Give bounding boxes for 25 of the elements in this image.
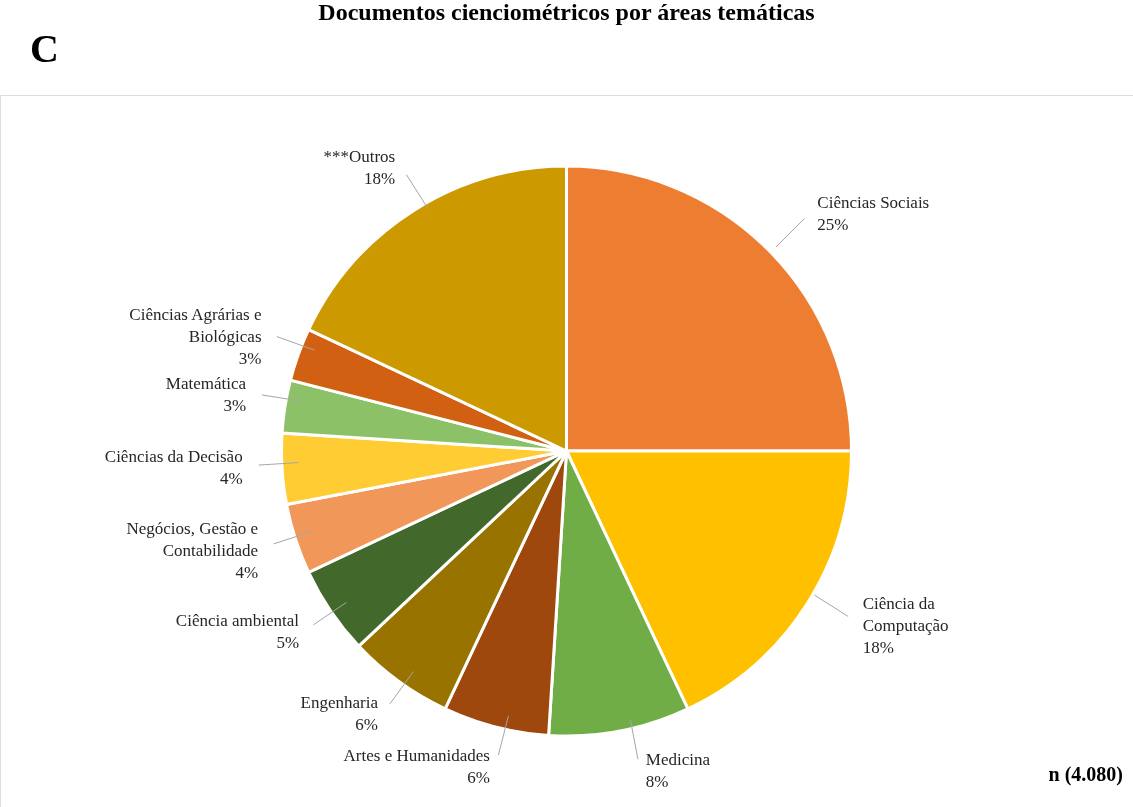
slice-label: Ciências Sociais <box>817 192 930 212</box>
data-label: 4% <box>219 468 243 488</box>
data-label: 25% <box>817 214 849 234</box>
slice-label: Matemática <box>165 374 247 394</box>
data-label: 3% <box>223 396 247 416</box>
chart-title: Documentos cienciométricos por áreas temáticas <box>318 0 815 25</box>
data-label: 5% <box>276 633 300 653</box>
slice-label: Artes e Humanidades <box>343 745 490 765</box>
text: n (4.080) <box>1048 763 1123 786</box>
slice-label: Medicina <box>645 750 711 770</box>
slice-label: Engenharia <box>300 692 379 712</box>
data-label: 8% <box>645 772 669 792</box>
data-label: 6% <box>355 714 379 734</box>
slice-label: Ciências Agrárias e Biológicas <box>129 305 262 347</box>
slice-label: Ciências da Decisão <box>104 446 243 466</box>
data-label: 3% <box>238 349 262 369</box>
slice-label: ***Outros <box>323 147 396 167</box>
slice-label: Ciência da Computação <box>862 593 949 635</box>
data-label: 18% <box>364 169 396 189</box>
slice-label: Negócios, Gestão e Contabilidade <box>126 518 259 560</box>
data-label: 18% <box>862 637 894 657</box>
data-label: 6% <box>467 767 490 787</box>
data-label: 4% <box>235 562 259 582</box>
text: C <box>30 26 59 71</box>
slice-label: Ciência ambiental <box>175 611 300 631</box>
